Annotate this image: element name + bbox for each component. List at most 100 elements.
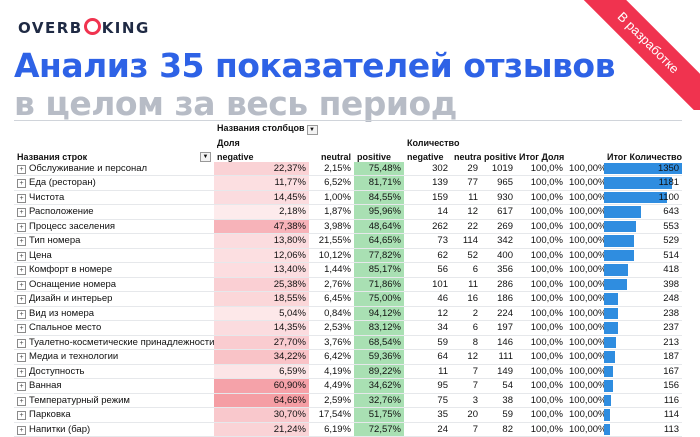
- row-label[interactable]: +Тип номера: [14, 234, 214, 249]
- row-label-text: Вид из номера: [29, 308, 94, 319]
- expand-icon[interactable]: +: [17, 426, 26, 435]
- share-negative-cell: 11,77%: [214, 176, 309, 191]
- expand-icon[interactable]: +: [17, 353, 26, 362]
- expand-icon[interactable]: +: [17, 324, 26, 333]
- count-negative-cell: 95: [404, 379, 451, 394]
- row-label[interactable]: +Расположение: [14, 205, 214, 220]
- row-label[interactable]: +Цена: [14, 248, 214, 263]
- total-share-pct-cell: 100,00%: [566, 393, 604, 408]
- column-labels-header[interactable]: Названия столбцов▼: [214, 121, 682, 135]
- row-label[interactable]: +Парковка: [14, 408, 214, 423]
- row-label[interactable]: +Еда (ресторан): [14, 176, 214, 191]
- share-neutral-cell: 0,84%: [309, 306, 354, 321]
- total-count-value: 213: [604, 337, 682, 348]
- expand-icon[interactable]: +: [17, 382, 26, 391]
- expand-icon[interactable]: +: [17, 310, 26, 319]
- total-share-pct-cell: 100,00%: [566, 263, 604, 278]
- total-share-cell: 100,0%: [516, 263, 566, 278]
- share-negative-cell: 6,59%: [214, 364, 309, 379]
- share-negative-cell: 14,35%: [214, 321, 309, 336]
- total-share-cell: 100,0%: [516, 422, 566, 437]
- share-positive-cell: 68,54%: [354, 335, 404, 350]
- total-count-cell: 398: [604, 277, 682, 292]
- row-label[interactable]: +Обслуживание и персонал: [14, 162, 214, 176]
- total-count-cell: 114: [604, 408, 682, 423]
- share-positive-cell: 64,65%: [354, 234, 404, 249]
- row-label[interactable]: +Ванная: [14, 379, 214, 394]
- expand-icon[interactable]: +: [17, 339, 26, 348]
- row-label[interactable]: +Чистота: [14, 190, 214, 205]
- row-label[interactable]: +Температурный режим: [14, 393, 214, 408]
- count-positive-cell: 146: [481, 335, 516, 350]
- expand-icon[interactable]: +: [17, 223, 26, 232]
- row-label[interactable]: +Вид из номера: [14, 306, 214, 321]
- expand-icon[interactable]: +: [17, 208, 26, 217]
- row-filter-dropdown-icon[interactable]: ▼: [200, 152, 211, 162]
- count-neutral-cell: 12: [451, 205, 481, 220]
- total-share-cell: 100,0%: [516, 176, 566, 191]
- share-positive-cell: 75,00%: [354, 292, 404, 307]
- expand-icon[interactable]: +: [17, 179, 26, 188]
- expand-icon[interactable]: +: [17, 397, 26, 406]
- expand-icon[interactable]: +: [17, 295, 26, 304]
- total-share-pct-cell: 100,00%: [566, 350, 604, 365]
- expand-icon[interactable]: +: [17, 266, 26, 275]
- expand-icon[interactable]: +: [17, 237, 26, 246]
- total-share-pct-cell: 100,00%: [566, 248, 604, 263]
- row-label[interactable]: +Оснащение номера: [14, 277, 214, 292]
- row-label[interactable]: +Спальное место: [14, 321, 214, 336]
- total-count-cell: 116: [604, 393, 682, 408]
- row-label[interactable]: +Туалетно-косметические принадлежности: [14, 335, 214, 350]
- count-negative-cell: 262: [404, 219, 451, 234]
- ribbon-container: В разработке: [560, 0, 700, 110]
- row-labels-header[interactable]: Названия строк▼: [14, 148, 214, 162]
- expand-icon[interactable]: +: [17, 165, 26, 174]
- share-positive-cell: 75,48%: [354, 162, 404, 176]
- count-positive-cell: 617: [481, 205, 516, 220]
- expand-icon[interactable]: +: [17, 281, 26, 290]
- expand-icon[interactable]: +: [17, 252, 26, 261]
- expand-icon[interactable]: +: [17, 194, 26, 203]
- count-positive-cell: 930: [481, 190, 516, 205]
- filter-dropdown-icon[interactable]: ▼: [307, 125, 318, 135]
- row-label[interactable]: +Напитки (бар): [14, 422, 214, 437]
- row-label[interactable]: +Процесс заселения: [14, 219, 214, 234]
- count-negative-cell: 34: [404, 321, 451, 336]
- total-share-pct-cell: 100,00%: [566, 335, 604, 350]
- expand-icon[interactable]: +: [17, 368, 26, 377]
- count-negative-cell: 139: [404, 176, 451, 191]
- total-count-cell: 643: [604, 205, 682, 220]
- total-count-value: 187: [604, 351, 682, 362]
- row-label[interactable]: +Доступность: [14, 364, 214, 379]
- total-count-value: 1100: [604, 192, 682, 203]
- expand-icon[interactable]: +: [17, 411, 26, 420]
- count-negative-header: negative: [404, 148, 451, 162]
- count-neutral-cell: 12: [451, 350, 481, 365]
- row-label[interactable]: +Комфорт в номере: [14, 263, 214, 278]
- share-negative-cell: 47,38%: [214, 219, 309, 234]
- row-label[interactable]: +Медиа и технологии: [14, 350, 214, 365]
- pivot-table-container[interactable]: Названия столбцов▼ Доля Количество Назва…: [14, 120, 682, 437]
- row-label[interactable]: +Дизайн и интерьер: [14, 292, 214, 307]
- share-negative-cell: 30,70%: [214, 408, 309, 423]
- total-count-cell: 113: [604, 422, 682, 437]
